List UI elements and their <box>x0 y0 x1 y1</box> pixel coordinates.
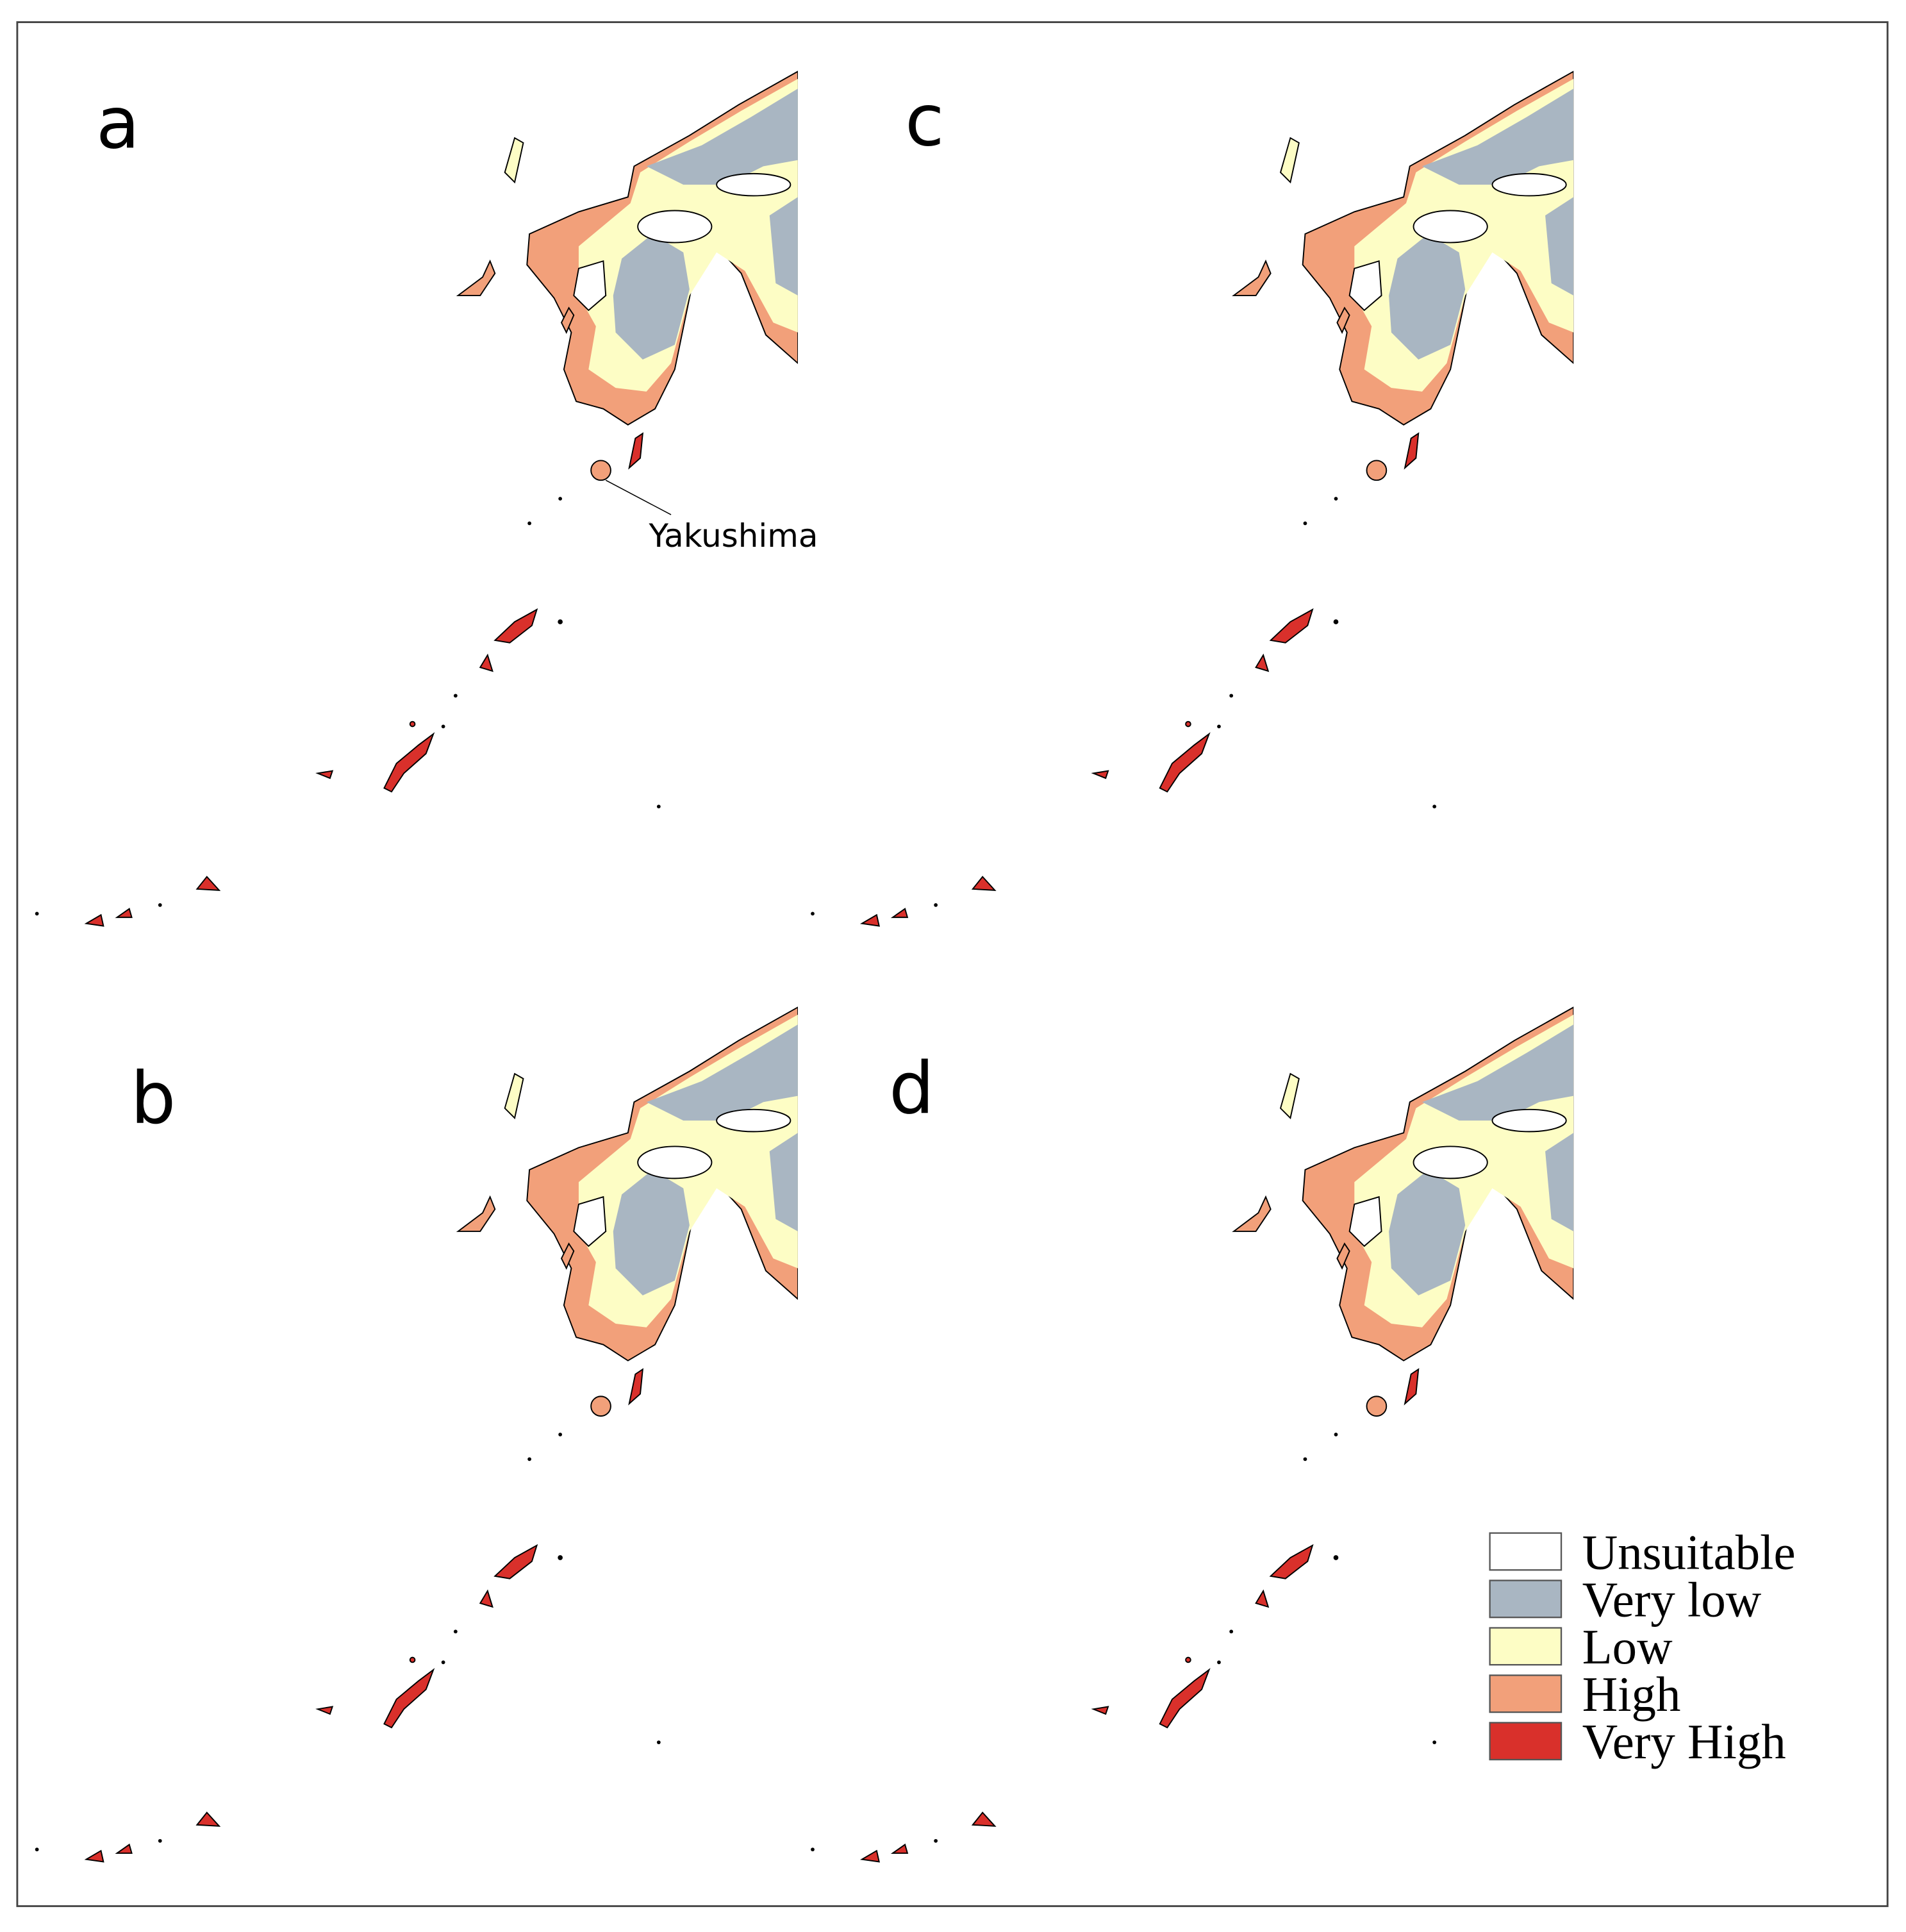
legend-swatch <box>1489 1674 1562 1713</box>
legend-swatch <box>1489 1579 1562 1619</box>
legend-label: Very low <box>1582 1572 1762 1627</box>
legend-label: Very High <box>1582 1715 1786 1769</box>
legend-label: Unsuitable <box>1582 1525 1796 1579</box>
legend-swatch <box>1489 1627 1562 1666</box>
panel-label: d <box>889 1048 934 1131</box>
map-d <box>811 1007 1573 1861</box>
annotation: Yakushima <box>648 517 818 554</box>
legend-label: Low <box>1582 1620 1673 1674</box>
legend-label: High <box>1582 1667 1681 1722</box>
legend-swatch <box>1489 1532 1562 1571</box>
map-a <box>35 71 798 926</box>
panel-label: b <box>131 1058 176 1140</box>
panel-label: c <box>905 80 944 163</box>
legend-swatch <box>1489 1722 1562 1761</box>
annotation-leader <box>605 479 672 515</box>
frame <box>16 21 1889 1908</box>
panel-label: a <box>96 83 140 165</box>
map-c <box>811 71 1573 926</box>
